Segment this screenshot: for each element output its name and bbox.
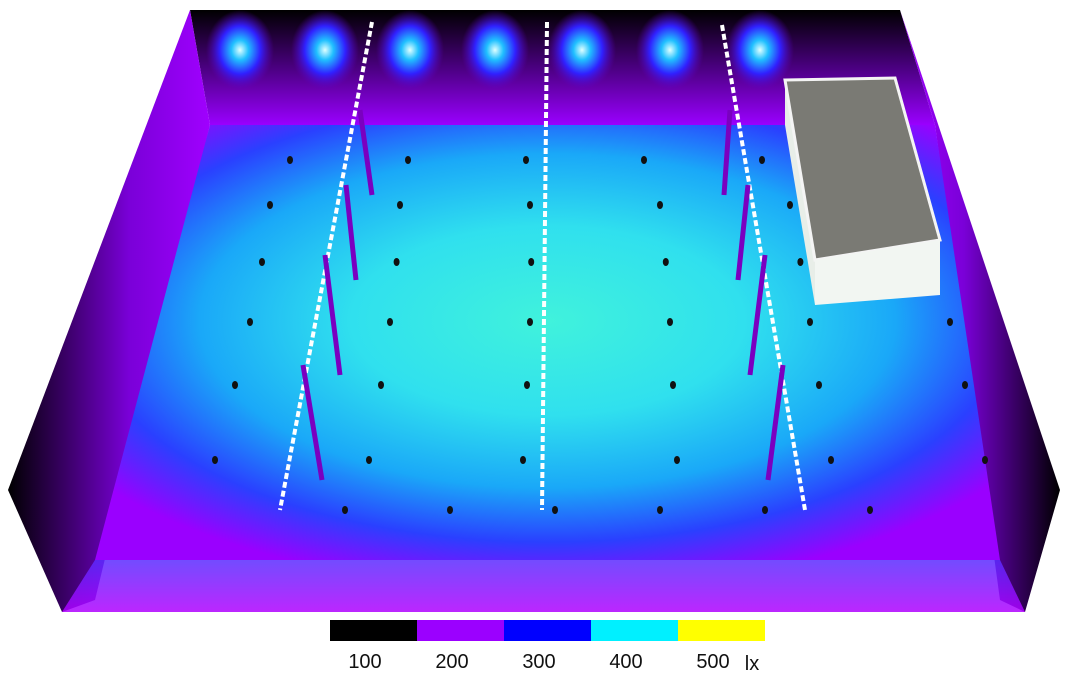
pole (300, 364, 325, 481)
poles (300, 109, 786, 481)
legend-label: 500 (696, 651, 729, 673)
fixture-marker (816, 381, 822, 389)
pole (721, 109, 733, 196)
light-spot (206, 10, 274, 90)
fixture-marker (667, 318, 673, 326)
fixture-marker (759, 156, 765, 164)
light-spot (548, 10, 616, 90)
pole (765, 364, 786, 481)
fixture-marker (259, 258, 265, 266)
light-spot (376, 10, 444, 90)
building-left (785, 80, 815, 305)
pole (322, 254, 343, 376)
fixture-marker (797, 258, 804, 266)
fixture-marker (287, 156, 293, 164)
legend-swatch (417, 620, 504, 641)
pole (357, 109, 375, 196)
fixture-marker (528, 258, 535, 266)
left-wall (8, 10, 210, 612)
pole (735, 184, 751, 281)
fixture-marker (674, 456, 680, 464)
fixture-marker (405, 156, 411, 164)
legend-label: 400 (609, 651, 642, 673)
fixture-marker (366, 456, 372, 464)
fixture-marker (397, 201, 403, 209)
fixture-marker (657, 201, 663, 209)
fixture-marker (670, 381, 676, 389)
light-spot (461, 10, 529, 90)
fixture-marker (212, 456, 218, 464)
fixture-marker (520, 456, 526, 464)
fixture-marker (552, 506, 558, 514)
fixture-marker (387, 318, 393, 326)
fixture-marker (524, 381, 530, 389)
fixture-marker (378, 381, 384, 389)
legend-swatch (504, 620, 591, 641)
fixture-marker (787, 201, 793, 209)
legend-unit: lx (745, 653, 759, 673)
light-spot (636, 10, 704, 90)
building-front (815, 240, 940, 305)
legend-label: 100 (348, 651, 381, 673)
legend: 100 200 300 400 500 lx (330, 620, 765, 673)
legend-swatch (591, 620, 678, 641)
fixture-marker (523, 156, 529, 164)
fixture-marker (962, 381, 968, 389)
fixture-marker (807, 318, 813, 326)
fixture-marker (982, 456, 988, 464)
legend-swatch (678, 620, 765, 641)
fixture-marker (762, 506, 768, 514)
fixture-marker (867, 506, 873, 514)
fixture-marker (527, 201, 533, 209)
front-wall (62, 560, 1025, 612)
light-spots (206, 10, 794, 90)
light-spot (291, 10, 359, 90)
fixture-marker (447, 506, 453, 514)
fixture-marker (947, 318, 953, 326)
fixture-marker (267, 201, 273, 209)
fixture-marker (657, 506, 663, 514)
light-spot (726, 10, 794, 90)
fixture-marker (247, 318, 253, 326)
legend-label: 300 (522, 651, 555, 673)
fixture-marker (662, 258, 669, 266)
fixture-marker (393, 258, 400, 266)
fixture-marker (641, 156, 647, 164)
building (783, 76, 942, 305)
truss (540, 21, 549, 511)
pole (747, 254, 768, 376)
fixture-marker (527, 318, 533, 326)
fixture-marker (828, 456, 834, 464)
legend-label: 200 (435, 651, 468, 673)
fixture-marker (342, 506, 348, 514)
legend-swatch (330, 620, 417, 641)
pole (343, 184, 359, 281)
fixture-marker (232, 381, 238, 389)
